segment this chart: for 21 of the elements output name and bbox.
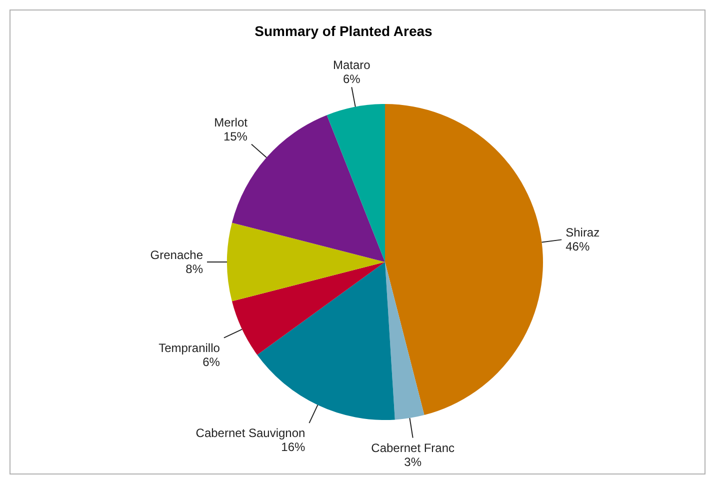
slice-label: Tempranillo <box>158 340 220 355</box>
data-label: 6% <box>202 354 220 369</box>
slice-label: Grenache <box>150 248 204 262</box>
slice-label: Cabernet Franc <box>371 440 455 455</box>
pie-slice <box>326 104 385 262</box>
slice-label: Mataro <box>332 58 371 72</box>
slice-label: Merlot <box>214 115 248 130</box>
data-label: 8% <box>186 262 204 276</box>
data-label: 16% <box>281 440 306 454</box>
pie-slice <box>257 262 395 420</box>
pie-slice <box>385 262 424 420</box>
pie-slice <box>227 222 385 302</box>
data-label: 3% <box>404 454 422 469</box>
pie-slice <box>385 104 543 416</box>
chart-title: Summary of Planted Areas <box>254 23 433 39</box>
data-label: 6% <box>342 72 361 86</box>
slice-label: Shiraz <box>566 226 600 240</box>
pie-slice <box>232 262 385 355</box>
data-label: 15% <box>223 129 248 144</box>
data-label: 46% <box>566 240 590 254</box>
slice-label: Cabernet Sauvignon <box>196 426 306 440</box>
